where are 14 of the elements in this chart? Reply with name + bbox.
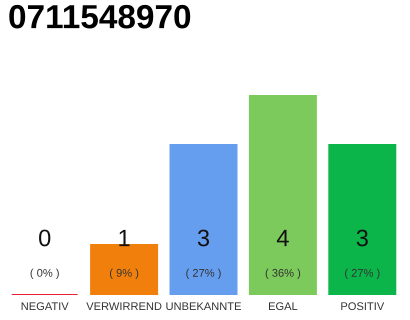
data-label: 1 ( 9% ): [110, 230, 138, 279]
x-tick-label: POSITIV: [341, 302, 384, 310]
data-label: 0 ( 0% ): [30, 230, 59, 279]
bar: [328, 144, 396, 295]
x-tick-label: UNBEKANNTE: [166, 302, 241, 310]
chart-title: 0711548970: [9, 4, 190, 28]
x-tick-label: NEGATIV: [22, 302, 69, 310]
x-tick-label: VERWIRREND: [86, 302, 162, 310]
bar: [248, 95, 317, 295]
bar: [170, 144, 238, 295]
data-label: 3 ( 27% ): [345, 230, 380, 279]
data-label: 3 ( 27% ): [186, 230, 221, 279]
x-tick-label: EGAL: [268, 302, 298, 310]
data-label: 4 ( 36% ): [266, 230, 300, 279]
